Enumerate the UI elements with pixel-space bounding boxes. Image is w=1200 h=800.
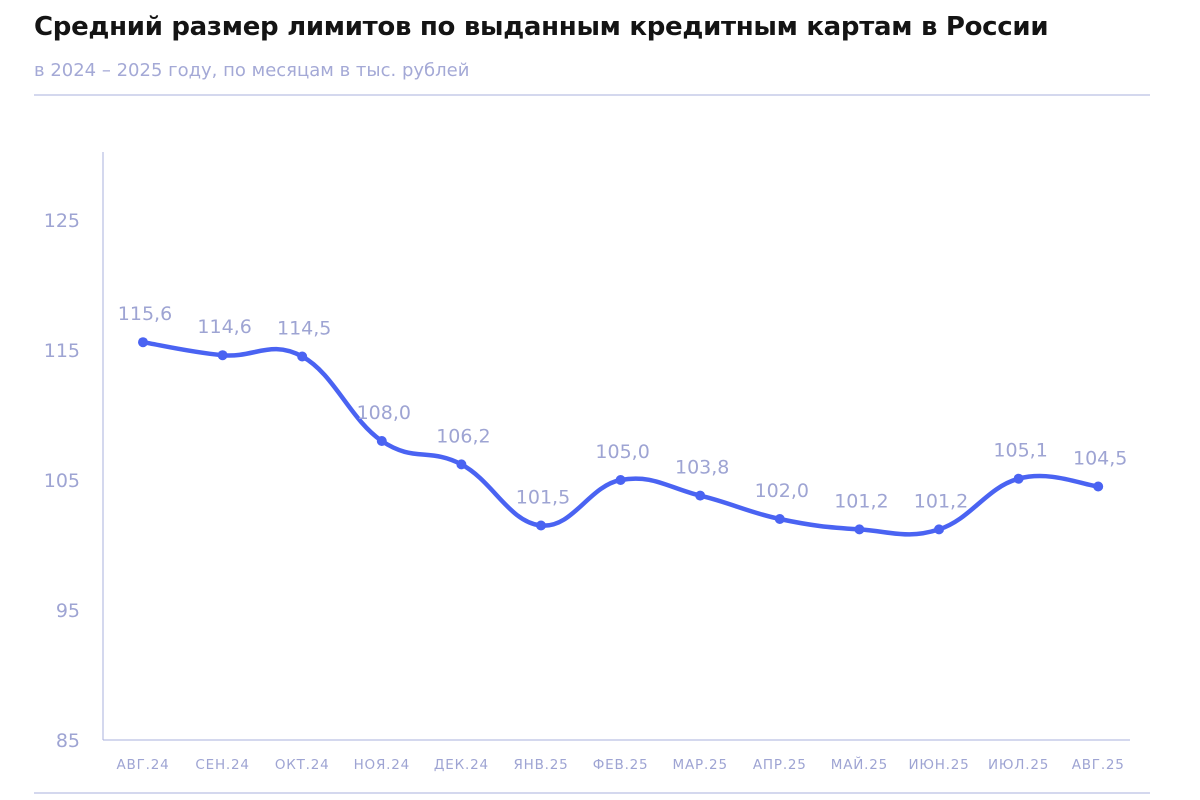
- x-tick-label: МАЙ.25: [831, 755, 888, 773]
- x-tick-label: АВГ.24: [117, 757, 170, 773]
- chart-subtitle: в 2024 – 2025 году, по месяцам в тыс. ру…: [34, 60, 470, 81]
- x-tick-label: ИЮЛ.25: [988, 757, 1049, 773]
- x-tick-label: АПР.25: [753, 757, 807, 773]
- data-point: [1013, 473, 1024, 484]
- data-point: [695, 490, 706, 501]
- data-label: 106,2: [436, 425, 490, 447]
- data-label: 108,0: [357, 402, 411, 424]
- data-label: 105,1: [993, 440, 1047, 462]
- y-tick-labels: 85 95 105 115 125: [44, 210, 80, 752]
- data-point: [217, 350, 228, 361]
- data-label: 114,5: [277, 318, 331, 340]
- data-point: [376, 436, 387, 446]
- data-label: 115,6: [118, 303, 172, 325]
- x-tick-labels: АВГ.24 СЕН.24 ОКТ.24 НОЯ.24 ДЕК.24 ЯНВ.25 ФЕВ.…: [117, 755, 1125, 773]
- y-tick-label: 85: [56, 730, 80, 752]
- data-point: [1093, 481, 1104, 492]
- y-tick-label: 105: [44, 470, 80, 492]
- x-tick-label: ФЕВ.25: [593, 757, 649, 773]
- x-tick-label: ЯНВ.25: [513, 757, 568, 773]
- data-label: 104,5: [1073, 448, 1127, 470]
- x-tick-label: ИЮН.25: [908, 757, 969, 773]
- chart-title: Средний размер лимитов по выданным креди…: [34, 12, 1049, 42]
- data-point: [297, 351, 308, 362]
- y-tick-label: 95: [56, 600, 80, 622]
- x-tick-label: ДЕК.24: [434, 757, 489, 773]
- data-point: [536, 520, 546, 531]
- y-tick-label: 115: [44, 340, 80, 362]
- data-point: [456, 459, 467, 470]
- data-label: 101,2: [914, 490, 968, 512]
- data-point: [934, 524, 944, 535]
- data-point: [138, 337, 148, 348]
- y-tick-label: 125: [44, 210, 80, 232]
- data-label: 101,2: [834, 490, 888, 512]
- data-label: 103,8: [675, 457, 729, 479]
- x-tick-label: СЕН.24: [195, 757, 249, 773]
- data-points: [138, 337, 1104, 535]
- x-tick-label: МАР.25: [673, 757, 728, 773]
- data-point: [774, 514, 785, 524]
- data-label: 114,6: [197, 316, 251, 338]
- data-label: 101,5: [516, 487, 570, 509]
- data-labels: 115,6 114,6 114,5 108,0 106,2 101,5 105,0 103,8…: [118, 303, 1128, 512]
- data-point: [854, 524, 865, 535]
- data-label: 105,0: [595, 441, 649, 463]
- data-label: 102,0: [755, 480, 809, 502]
- data-point: [615, 475, 626, 485]
- x-tick-label: ОКТ.24: [275, 757, 330, 773]
- x-tick-label: НОЯ.24: [354, 757, 410, 773]
- x-tick-label: АВГ.25: [1072, 757, 1125, 773]
